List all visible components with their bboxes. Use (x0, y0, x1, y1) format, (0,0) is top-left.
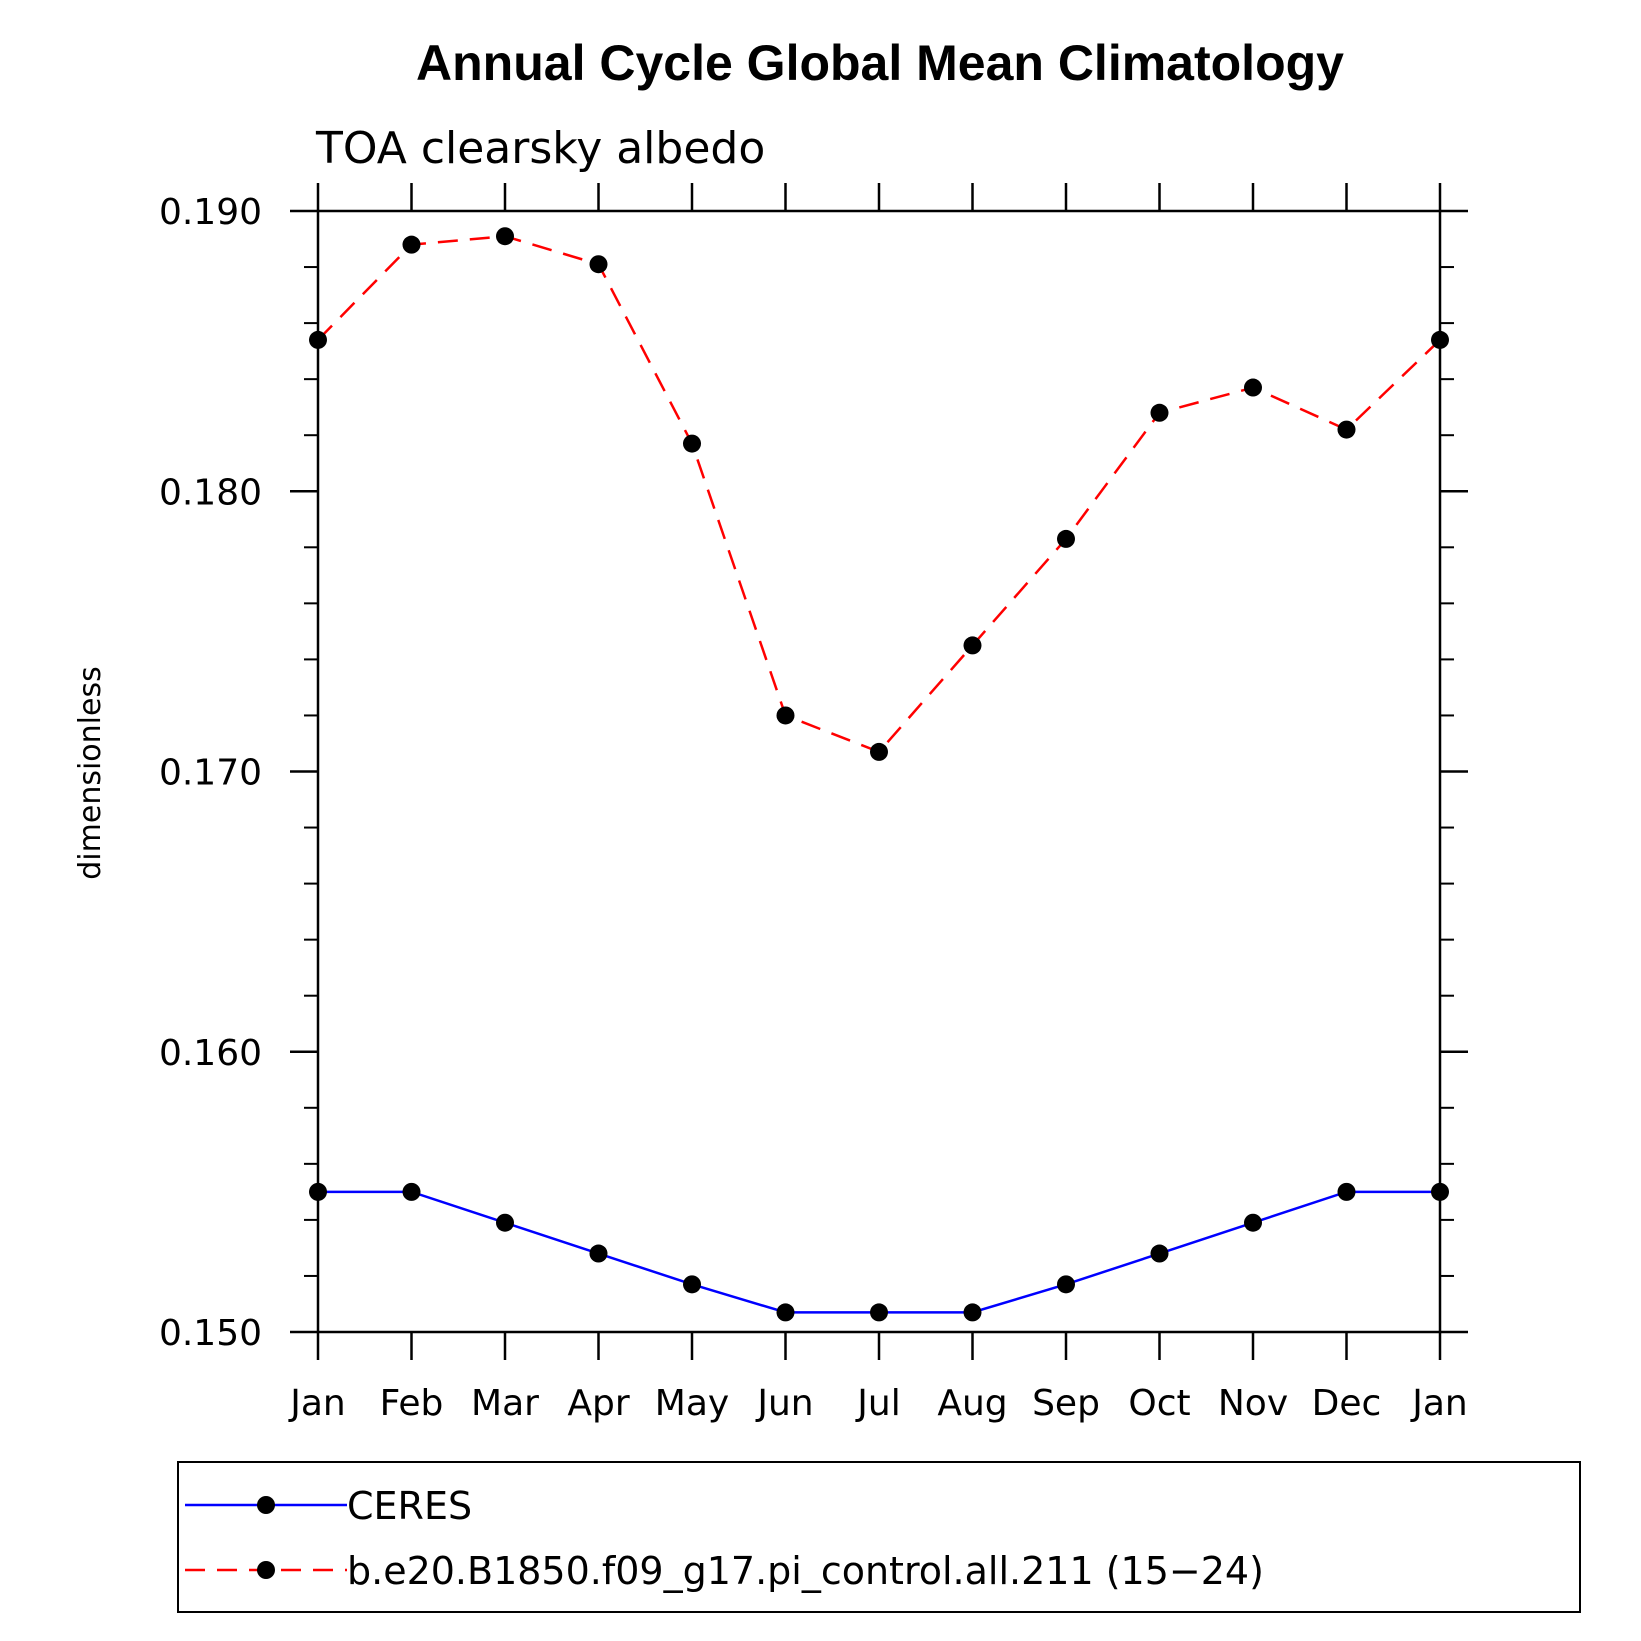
chart-subtitle: TOA clearsky albedo (315, 123, 765, 174)
legend-box (177, 1461, 1581, 1613)
x-tick-label: Jan (1410, 1383, 1468, 1424)
series-point-0 (1431, 1182, 1449, 1201)
series-point-0 (496, 1213, 514, 1232)
series-point-0 (1337, 1182, 1356, 1201)
series-point-1 (402, 235, 421, 254)
series-point-0 (1244, 1213, 1262, 1232)
series-point-0 (870, 1303, 888, 1322)
y-tick-label: 0.160 (159, 1033, 262, 1074)
series-line-1 (317, 234, 1441, 754)
series-point-1 (1337, 420, 1356, 439)
series-point-1 (870, 742, 888, 761)
series-point-1 (1244, 378, 1262, 397)
series-point-0 (309, 1182, 327, 1201)
series-point-0 (683, 1275, 701, 1294)
x-tick-label: Aug (937, 1383, 1007, 1424)
series-point-1 (963, 636, 982, 655)
legend-label-ceres: CERES (347, 1484, 472, 1528)
legend-label-model: b.e20.B1850.f09_g17.pi_control.all.211 (… (347, 1549, 1264, 1593)
x-tick-label: Jan (288, 1383, 346, 1424)
series-point-1 (1431, 330, 1449, 349)
series-line-0 (318, 1190, 1440, 1314)
series-point-1 (1057, 529, 1075, 548)
y-tick-label: 0.190 (159, 192, 262, 233)
axis-ticks (290, 183, 1468, 1360)
series-point-1 (683, 434, 701, 453)
series-point-1 (776, 706, 795, 725)
x-tick-label: Apr (567, 1383, 629, 1424)
plot-frame (316, 209, 1442, 1334)
series-lines (317, 234, 1441, 1314)
x-tick-label: Nov (1218, 1383, 1288, 1424)
x-tick-label: Oct (1128, 1383, 1190, 1424)
y-axis-label: dimensionless (73, 666, 108, 879)
y-tick-label: 0.180 (159, 472, 262, 513)
series-point-0 (589, 1244, 608, 1263)
series-point-1 (1150, 403, 1169, 422)
legend-marker-ceres (257, 1496, 275, 1514)
x-tick-label: Jul (855, 1383, 900, 1424)
x-tick-label: Sep (1032, 1383, 1100, 1424)
series-point-0 (1150, 1244, 1169, 1263)
series-point-1 (589, 255, 608, 274)
y-tick-label: 0.150 (159, 1313, 262, 1354)
x-tick-label: Mar (471, 1383, 539, 1424)
series-point-0 (1057, 1275, 1075, 1294)
y-tick-labels: 0.150 0.160 0.170 0.180 0.190 (159, 192, 262, 1354)
series-points (309, 227, 1449, 1322)
legend-marker-model (257, 1561, 275, 1579)
x-tick-labels: Jan Feb Mar Apr May Jun Jul Aug Sep Oct Nov Dec Jan (288, 1383, 1468, 1424)
chart-title: Annual Cycle Global Mean Climatology (416, 35, 1344, 91)
x-tick-label: May (655, 1383, 729, 1424)
y-tick-label: 0.170 (159, 753, 262, 794)
series-point-1 (496, 227, 514, 246)
x-tick-label: Feb (380, 1383, 444, 1424)
series-point-0 (402, 1182, 421, 1201)
x-tick-label: Dec (1312, 1383, 1382, 1424)
legend: CERES b.e20.B1850.f09_g17.pi_control.all… (177, 1461, 1581, 1613)
x-tick-label: Jun (755, 1383, 813, 1424)
series-point-0 (963, 1303, 982, 1322)
series-point-0 (776, 1303, 795, 1322)
series-point-1 (309, 330, 327, 349)
